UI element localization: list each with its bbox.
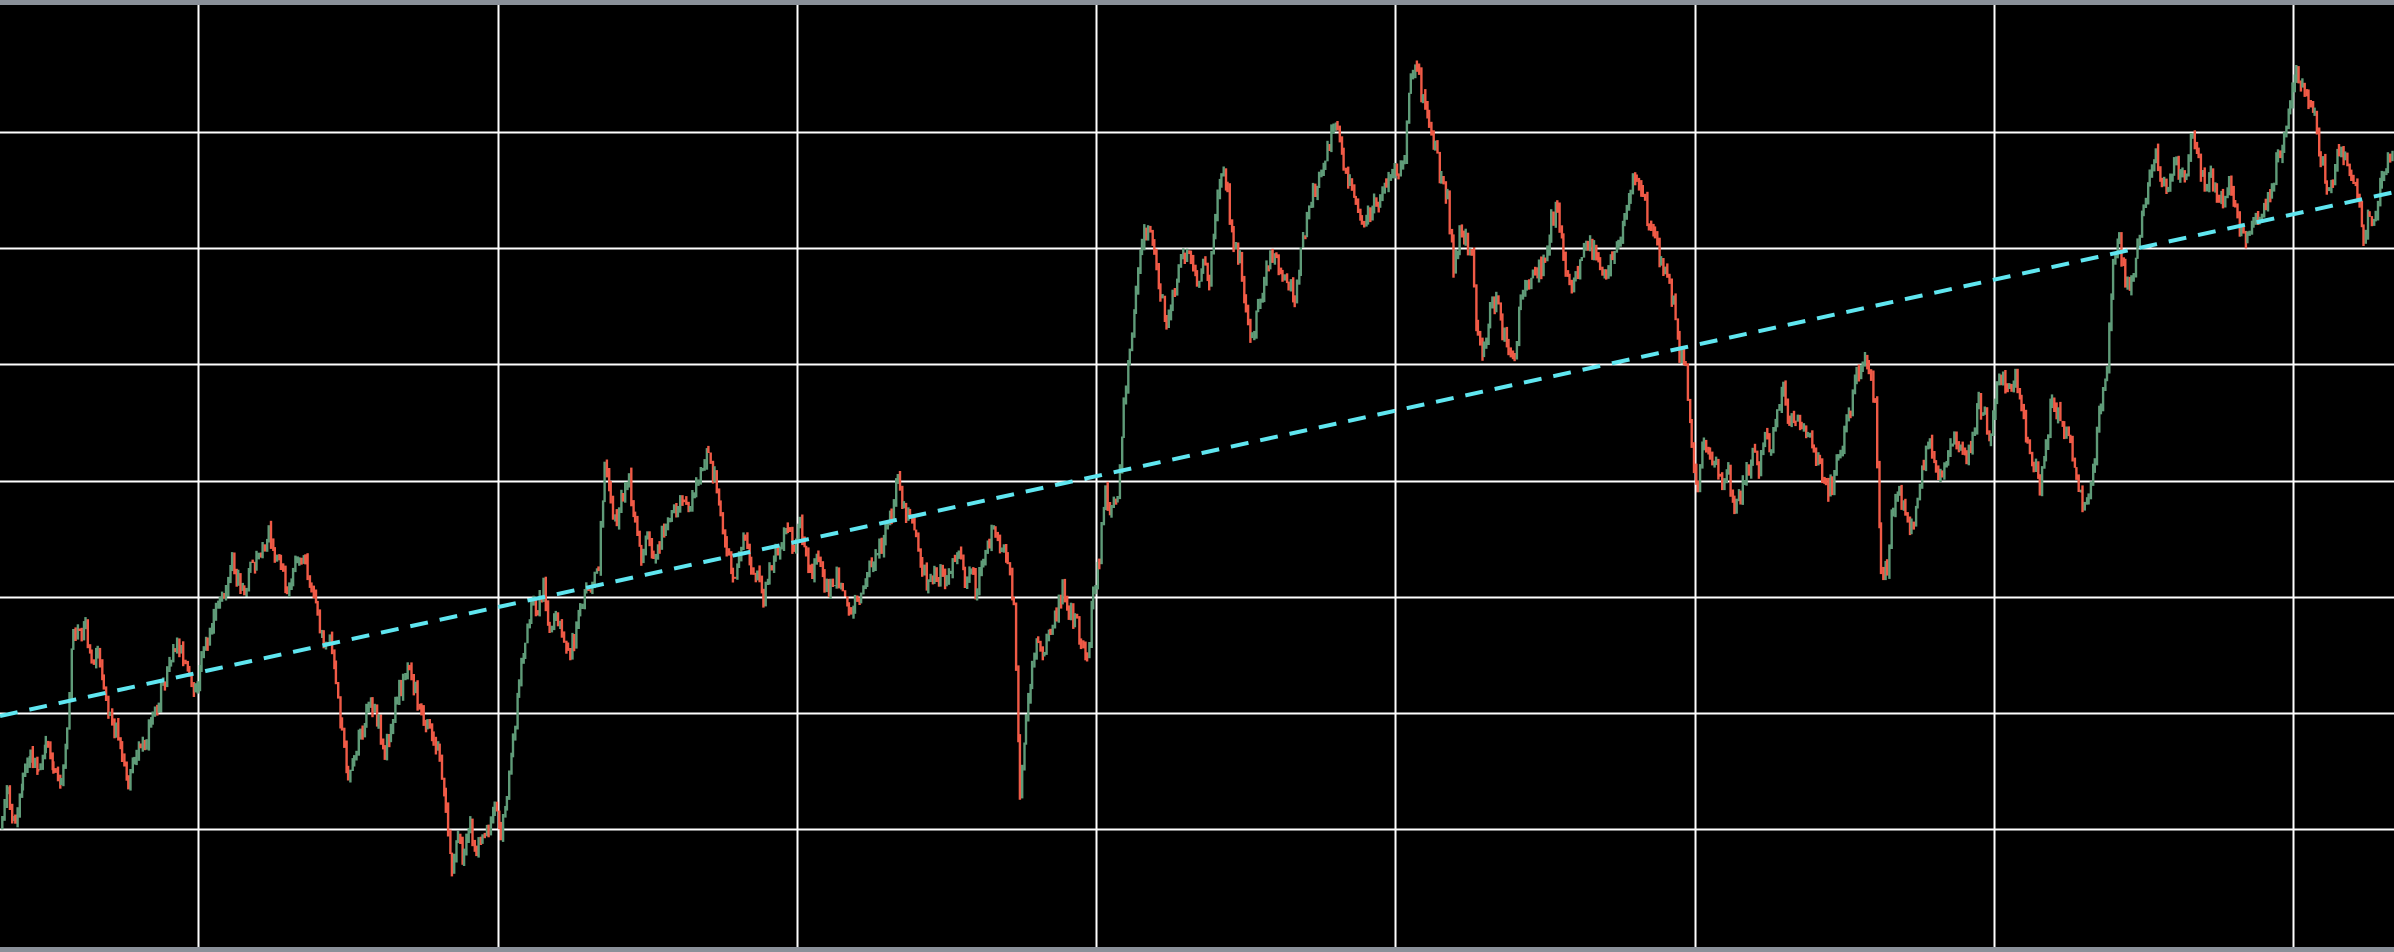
grid-lines [0, 5, 2394, 947]
trend-line [0, 190, 2394, 718]
plot-background [0, 5, 2394, 947]
price-chart [0, 5, 2394, 947]
trend-line-layer [0, 190, 2394, 718]
